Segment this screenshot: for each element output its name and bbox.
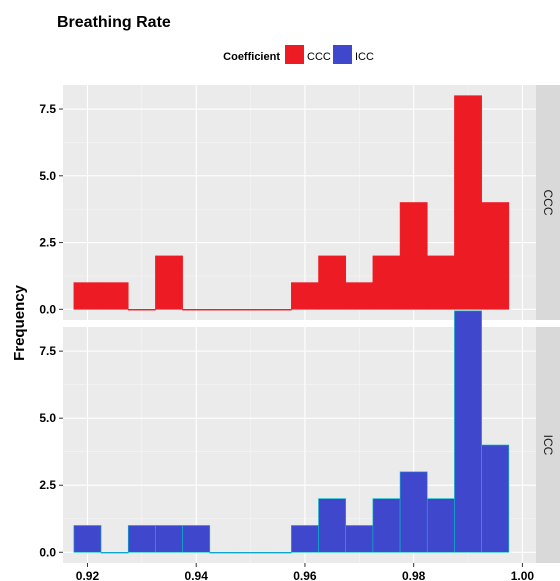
legend-title: Coefficient: [223, 51, 280, 63]
histogram-bar: [372, 255, 401, 310]
x-tick-label: 0.94: [185, 569, 209, 581]
histogram-bar: [291, 282, 319, 310]
histogram-bar: [127, 309, 156, 311]
histogram-bar: [454, 95, 482, 310]
histogram-bar: [263, 551, 292, 554]
y-tick-label: 0.0: [39, 302, 56, 316]
histogram-bar: [372, 498, 401, 553]
y-axis-label: Frequency: [11, 284, 28, 361]
x-tick-label: 0.98: [402, 569, 426, 581]
histogram-bar: [100, 282, 129, 310]
chart-title: Breathing Rate: [57, 14, 171, 31]
histogram-bar: [426, 255, 455, 310]
legend-label-icc: ICC: [355, 51, 374, 63]
histogram-bar: [127, 525, 156, 553]
histogram-bar: [100, 551, 129, 554]
histogram-bar: [345, 282, 374, 310]
histogram-bar: [399, 202, 428, 310]
histogram-bar: [426, 498, 455, 553]
histogram-bar: [182, 309, 211, 311]
histogram-bar: [155, 255, 183, 310]
facet-panels: 0.0 2.5 5.0 7.5 CCC 0.0 2.5 5.0 7.5 ICC: [39, 85, 560, 563]
facet-strip-label: ICC: [541, 435, 555, 456]
histogram-bar: [209, 551, 238, 554]
histogram-bar: [236, 309, 265, 311]
y-tick-label: 7.5: [39, 102, 56, 116]
histogram-bar: [399, 471, 428, 553]
histogram-bar: [481, 202, 510, 310]
histogram-bar: [481, 444, 510, 553]
histogram-bar: [263, 309, 292, 311]
facet-strip: [536, 85, 560, 320]
x-tick-label: 0.92: [76, 569, 100, 581]
histogram-bar: [155, 525, 183, 553]
legend-label-ccc: CCC: [307, 51, 331, 63]
histogram-bar: [73, 525, 102, 553]
y-tick-label: 0.0: [39, 545, 56, 559]
histogram-bar: [345, 525, 374, 553]
histogram-bar: [182, 525, 211, 553]
y-tick-label: 2.5: [39, 478, 56, 492]
y-tick-label: 5.0: [39, 169, 56, 183]
x-tick-label: 0.96: [293, 569, 317, 581]
histogram-bar: [291, 525, 319, 553]
histogram-bar: [454, 310, 482, 553]
histogram-bar: [318, 255, 347, 310]
facet-strip-label: CCC: [541, 190, 555, 216]
facet-panel-icc: 0.0 2.5 5.0 7.5 ICC: [39, 310, 560, 563]
y-tick-label: 5.0: [39, 411, 56, 425]
x-tick-label: 1.00: [511, 569, 535, 581]
legend-swatch-icc: [333, 45, 352, 64]
histogram-bar: [209, 309, 238, 311]
y-tick-label: 2.5: [39, 236, 56, 250]
facet-panel-ccc: 0.0 2.5 5.0 7.5 CCC: [39, 85, 560, 320]
histogram-bar: [236, 551, 265, 554]
legend: Coefficient CCC ICC: [223, 45, 374, 64]
x-axis: 0.92 0.94 0.96 0.98 1.00: [76, 563, 535, 581]
histogram-bar: [318, 498, 347, 553]
y-tick-label: 7.5: [39, 344, 56, 358]
legend-swatch-ccc: [285, 45, 304, 64]
histogram-bar: [73, 282, 102, 310]
facet-strip: [536, 327, 560, 563]
